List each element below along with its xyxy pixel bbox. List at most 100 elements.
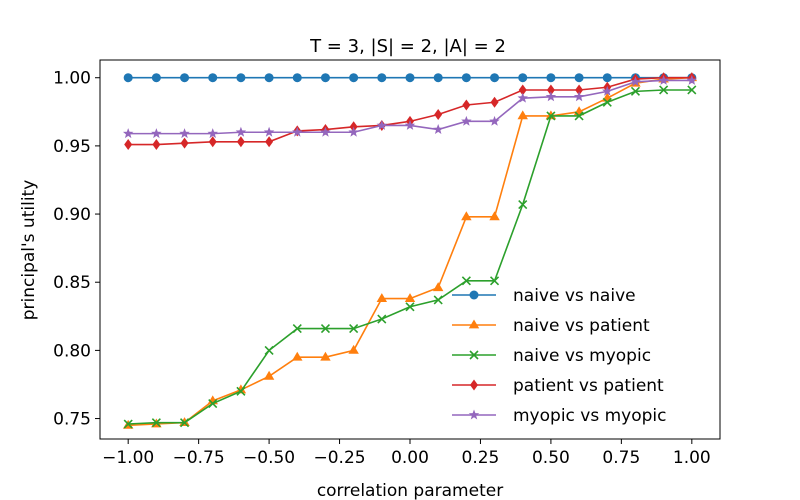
- x-tick-label: 0.50: [532, 448, 570, 468]
- series-naive-vs-myopic: [123, 85, 697, 429]
- y-tick-label: 1.00: [53, 69, 91, 89]
- data-point: [320, 351, 331, 361]
- data-point: [546, 84, 555, 96]
- y-tick-label: 0.95: [53, 137, 91, 157]
- data-point: [377, 314, 387, 324]
- legend-marker: [468, 319, 480, 329]
- data-point: [461, 211, 472, 221]
- data-point: [489, 115, 500, 126]
- data-point: [151, 73, 161, 83]
- x-axis: −1.00 −0.75 −0.50 −0.25 0.00 0.25 0.50 0.75 1.00: [102, 439, 711, 468]
- x-axis-title: correlation parameter: [317, 481, 503, 500]
- data-point: [461, 115, 472, 126]
- data-point: [152, 139, 161, 151]
- data-point: [263, 370, 275, 380]
- legend-label: naive vs myopic: [513, 346, 651, 366]
- data-point: [518, 84, 527, 96]
- x-tick-label: 0.00: [391, 448, 429, 468]
- y-tick-label: 0.75: [53, 410, 91, 430]
- data-point: [404, 293, 416, 302]
- data-point: [489, 276, 500, 286]
- series-myopic-vs-myopic: [122, 74, 698, 139]
- data-point: [151, 128, 162, 139]
- data-point: [236, 73, 246, 83]
- data-point: [687, 85, 697, 95]
- data-point: [573, 91, 585, 102]
- data-point: [320, 324, 331, 334]
- legend-marker: [469, 290, 479, 300]
- data-point: [602, 85, 613, 96]
- data-point: [630, 86, 641, 96]
- data-point: [264, 73, 274, 83]
- data-point: [602, 97, 612, 107]
- data-point: [179, 418, 190, 428]
- x-tick-label: 0.25: [462, 448, 500, 468]
- data-point: [349, 73, 359, 83]
- data-point: [263, 126, 275, 137]
- data-point: [658, 74, 669, 85]
- data-point: [124, 139, 133, 151]
- x-tick-label: −1.00: [102, 448, 154, 468]
- data-point: [292, 351, 303, 361]
- x-tick-label: −0.50: [243, 448, 295, 468]
- legend-item: naive vs patient: [452, 316, 650, 336]
- legend-item: myopic vs myopic: [452, 406, 667, 426]
- data-point: [235, 126, 247, 137]
- data-point: [235, 384, 247, 394]
- data-point: [320, 126, 331, 137]
- data-point: [659, 85, 669, 95]
- data-point: [348, 126, 359, 137]
- data-point: [376, 119, 388, 130]
- data-point: [265, 136, 274, 148]
- data-point: [151, 418, 161, 428]
- data-point: [236, 386, 246, 396]
- y-axis-title: principal's utility: [19, 180, 39, 321]
- x-tick-label: −0.25: [313, 448, 365, 468]
- data-point: [405, 73, 415, 83]
- legend-label: myopic vs myopic: [513, 406, 667, 426]
- data-point: [432, 282, 444, 292]
- data-point: [489, 211, 500, 221]
- data-point: [208, 73, 218, 83]
- chart-title: T = 3, |S| = 2, |A| = 2: [309, 36, 506, 57]
- legend: naive vs naive naive vs patient naive vs m…: [452, 286, 667, 426]
- data-point: [433, 295, 443, 305]
- y-tick-label: 0.80: [53, 341, 91, 361]
- data-point: [461, 276, 471, 286]
- data-point: [546, 111, 556, 121]
- data-point: [123, 73, 133, 83]
- data-point: [179, 128, 190, 139]
- data-point: [575, 84, 584, 96]
- data-point: [434, 109, 443, 121]
- data-point: [546, 73, 556, 83]
- data-point: [545, 91, 557, 102]
- data-point: [292, 73, 302, 83]
- data-point: [518, 73, 528, 83]
- legend-marker: [469, 350, 479, 360]
- data-point: [405, 302, 415, 312]
- data-point: [462, 99, 471, 111]
- data-point: [686, 74, 698, 85]
- data-point: [630, 76, 641, 87]
- data-point: [490, 96, 499, 108]
- legend-marker: [468, 409, 480, 420]
- data-point: [180, 73, 190, 83]
- data-point: [377, 73, 387, 83]
- legend-label: patient vs patient: [513, 376, 664, 396]
- data-point: [292, 126, 303, 137]
- legend-item: patient vs patient: [452, 376, 664, 396]
- legend-item: naive vs naive: [452, 286, 636, 306]
- data-point: [348, 344, 359, 354]
- legend-label: naive vs patient: [513, 316, 650, 336]
- data-point: [518, 199, 528, 210]
- data-point: [490, 73, 500, 83]
- data-point: [122, 128, 134, 139]
- data-point: [433, 73, 443, 83]
- y-tick-label: 0.90: [53, 205, 91, 225]
- data-point: [517, 92, 528, 103]
- data-point: [574, 73, 584, 83]
- data-point: [208, 398, 218, 409]
- legend-label: naive vs naive: [513, 286, 636, 306]
